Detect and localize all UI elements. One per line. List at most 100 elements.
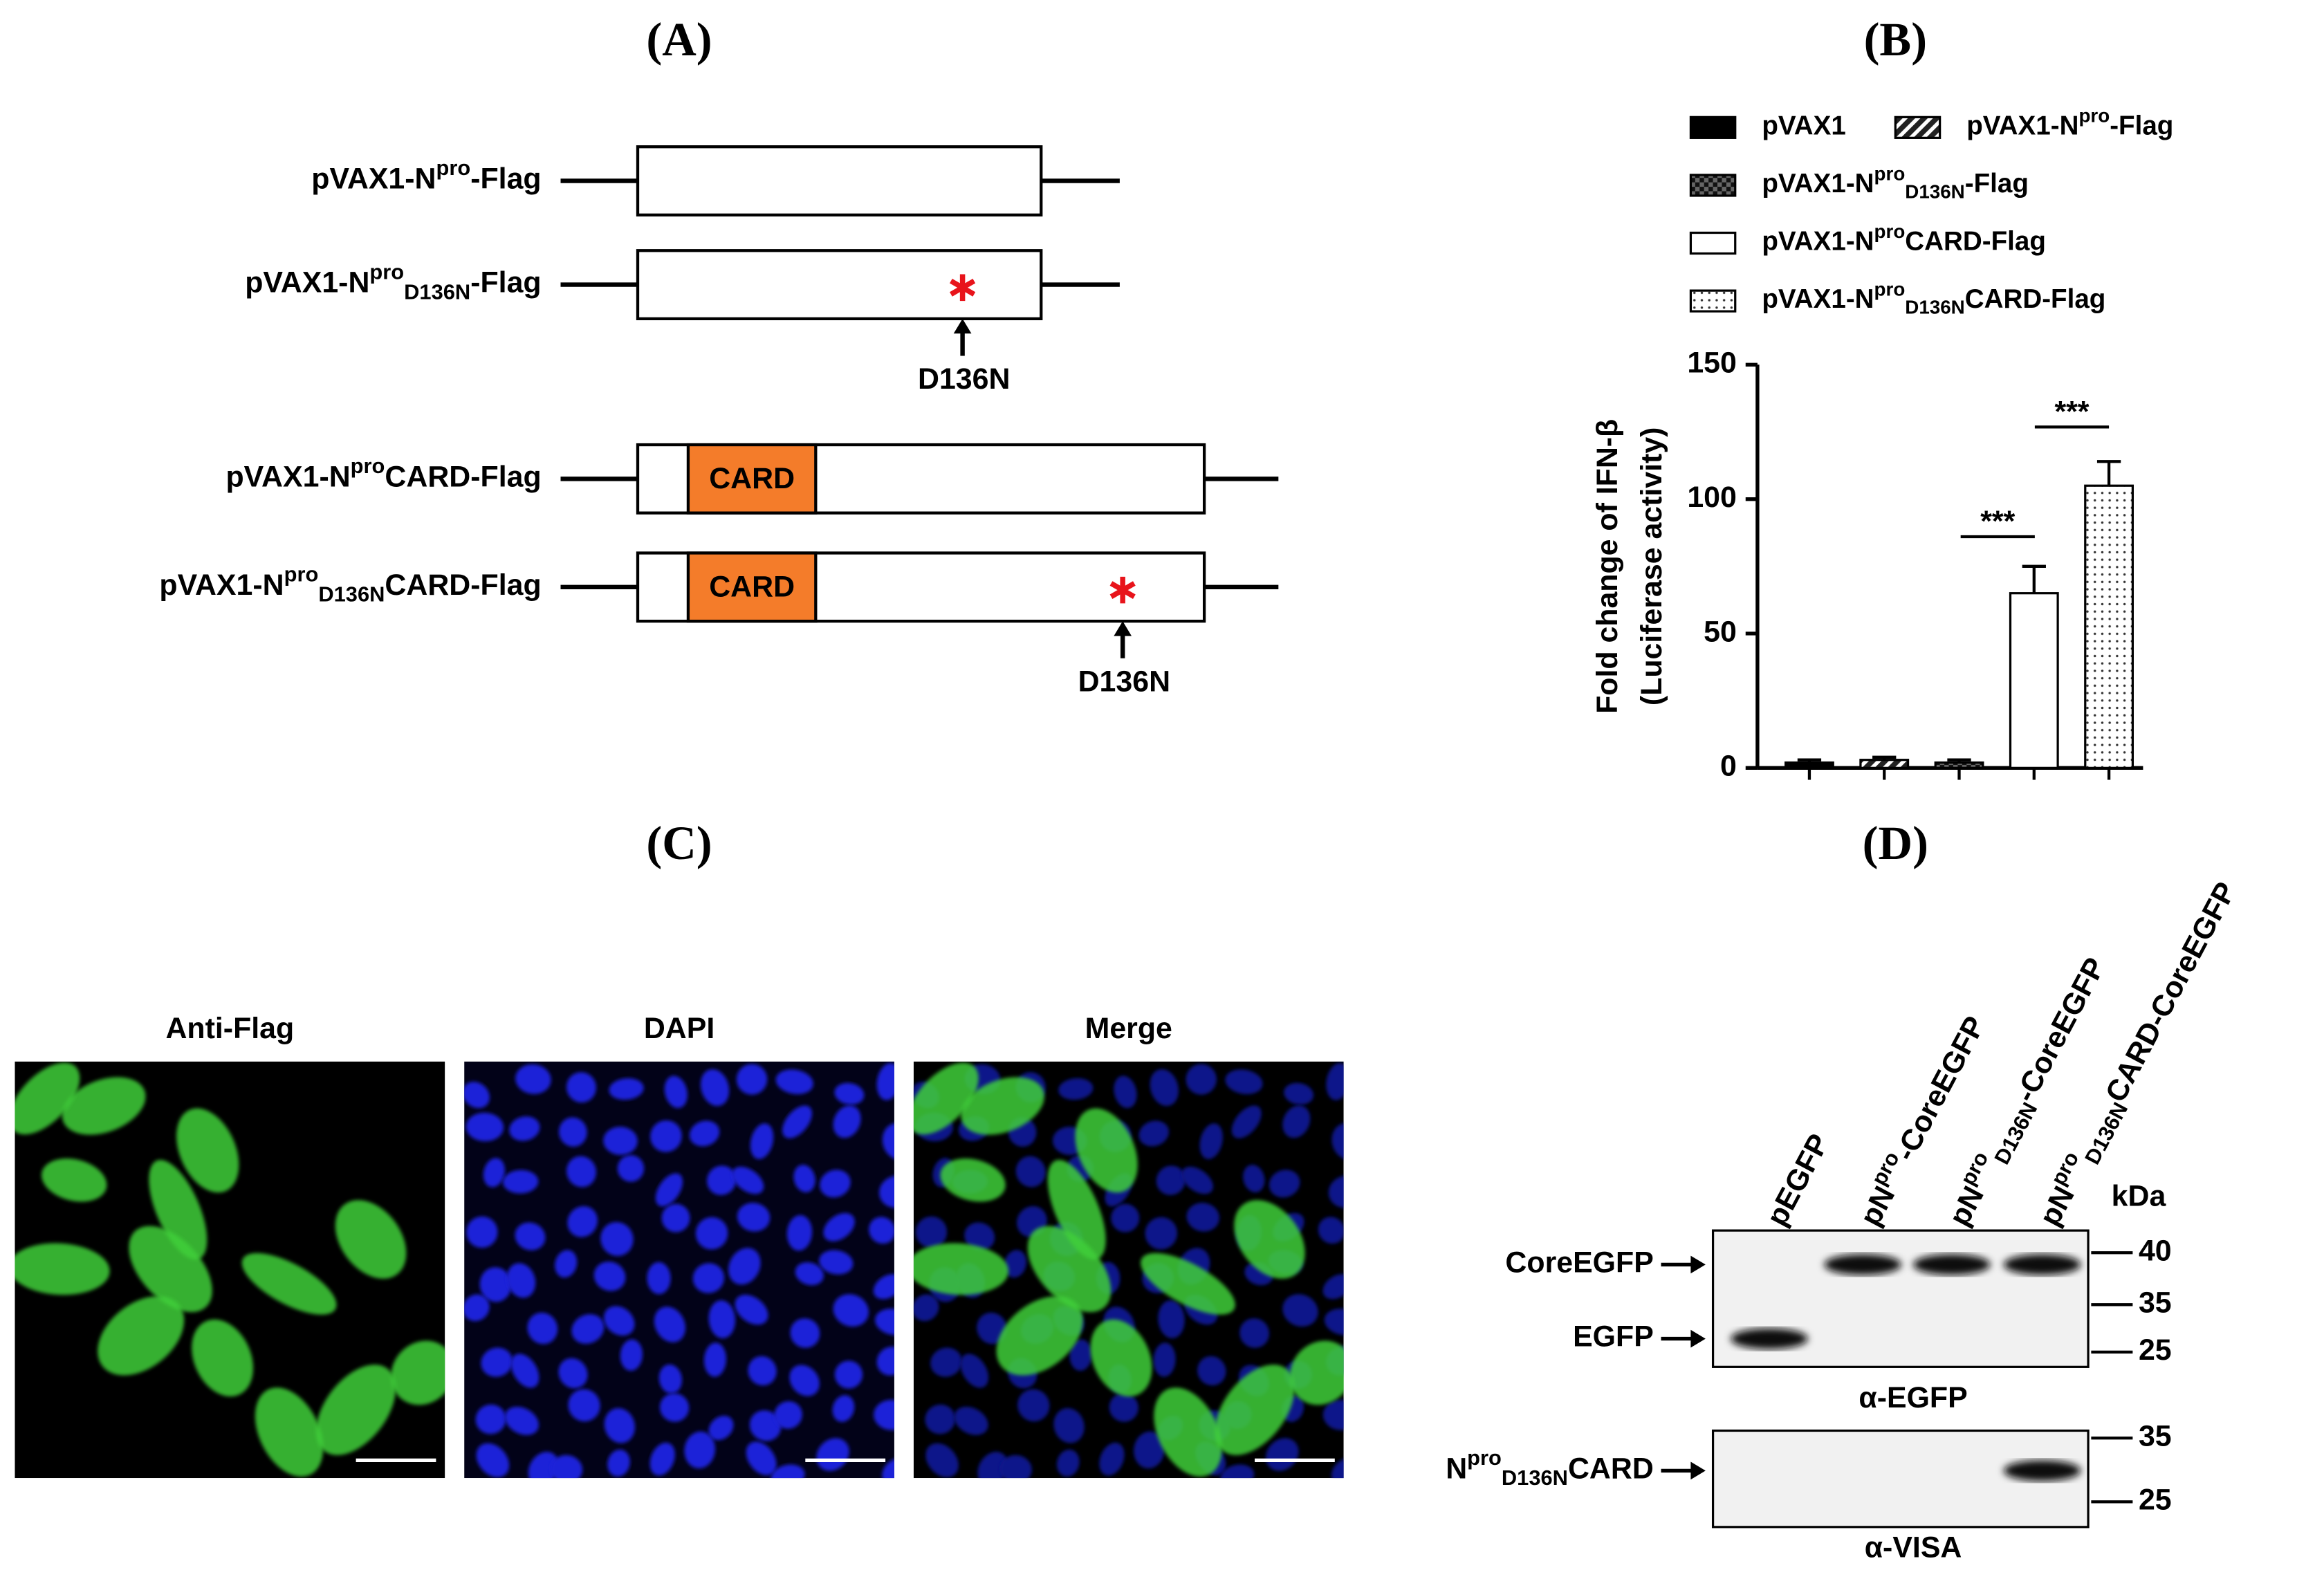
legend-label-part: pro — [2078, 105, 2110, 127]
nucleus — [795, 1262, 824, 1286]
nucleus — [1138, 1120, 1169, 1147]
nucleus — [1199, 1123, 1223, 1159]
construct-label-part: pVAX1-N — [225, 461, 350, 494]
legend-label: pVAX1-NproD136N-Flag — [1762, 163, 2029, 203]
y-tick-label: 150 — [1687, 347, 1737, 380]
nucleus — [775, 1069, 813, 1095]
nucleus — [1269, 1170, 1300, 1198]
micrograph — [15, 1061, 445, 1479]
nucleus — [479, 1267, 512, 1302]
nucleus — [1266, 1438, 1299, 1471]
cell — [42, 1158, 107, 1202]
nucleus — [558, 1358, 588, 1389]
mutation-label: D136N — [1078, 665, 1170, 699]
nucleus — [655, 1173, 683, 1207]
legend-label-part: pVAX1-N — [1966, 111, 2078, 141]
lane-label-part: CARD-CoreEGFP — [2099, 877, 2243, 1108]
legend-label-part: pVAX1-N — [1762, 227, 1874, 257]
domain-label: CARD — [709, 570, 795, 603]
construct-label-part: pro — [436, 156, 471, 180]
nucleus — [790, 1318, 820, 1348]
legend-label-part: pro — [1874, 163, 1906, 185]
nucleus — [882, 1457, 894, 1479]
nucleus — [1231, 1105, 1262, 1138]
nucleus — [1069, 1339, 1092, 1371]
construct-label-part: -Flag — [470, 266, 541, 299]
construct-label-part: pVAX1-N — [311, 163, 436, 196]
nucleus — [481, 1347, 513, 1377]
domain-box — [686, 443, 818, 515]
band-label-part: N — [1446, 1452, 1467, 1486]
nucleus — [1197, 1356, 1226, 1386]
band-label-part: CARD — [1568, 1452, 1654, 1486]
y-axis-label: Fold change of IFN-β — [1591, 419, 1624, 714]
nucleus — [746, 1441, 777, 1476]
nucleus — [915, 1216, 948, 1248]
nucleus — [930, 1347, 962, 1377]
arrow-head — [1690, 1461, 1706, 1480]
nucleus — [654, 1306, 686, 1342]
cell — [1141, 1253, 1235, 1315]
cell — [149, 1160, 208, 1260]
cell — [176, 1108, 239, 1193]
y-tick-label: 0 — [1720, 750, 1737, 783]
nucleus — [695, 1217, 728, 1250]
nucleus — [1058, 1078, 1094, 1100]
nucleus — [555, 1250, 578, 1278]
band-label-part: EGFP — [1573, 1320, 1654, 1354]
nucleus — [876, 1347, 894, 1376]
mutation-label: D136N — [918, 362, 1010, 396]
nucleus — [659, 1393, 690, 1422]
nucleus — [661, 1203, 690, 1232]
cell — [15, 1062, 80, 1135]
marker-label: 40 — [2139, 1235, 2172, 1268]
nucleus — [1186, 1203, 1219, 1232]
nucleus — [913, 1294, 939, 1322]
lane-label: pEGFP — [1760, 1129, 1836, 1232]
nucleus — [782, 1105, 813, 1138]
nucleus — [567, 1206, 598, 1237]
domain-label: CARD — [709, 462, 795, 495]
construct-label: pVAX1-NproD136N-Flag — [245, 259, 541, 304]
nucleus — [689, 1120, 720, 1147]
nucleus — [873, 1274, 894, 1300]
cell — [1154, 1387, 1222, 1477]
nucleus — [820, 1170, 851, 1198]
lane-label-part: D136N — [1990, 1098, 2042, 1168]
nucleus — [1153, 1342, 1176, 1377]
cell — [961, 1077, 1044, 1135]
nucleus — [609, 1078, 644, 1100]
nucleus — [566, 1156, 597, 1188]
nucleus — [1004, 1250, 1026, 1278]
legend-label-part: pro — [1874, 279, 1906, 300]
nucleus — [819, 1250, 854, 1275]
nucleus — [789, 1365, 820, 1396]
nucleus — [749, 1410, 782, 1441]
nucleus — [1099, 1442, 1125, 1476]
nucleus — [464, 1294, 490, 1322]
nucleus — [786, 1215, 813, 1251]
antibody-label: α-VISA — [1865, 1531, 1962, 1564]
legend-swatch — [1689, 116, 1737, 139]
nucleus — [647, 1262, 671, 1295]
nucleus — [1017, 1389, 1050, 1422]
nucleus — [960, 1354, 989, 1388]
nucleus — [604, 1407, 635, 1443]
nucleus — [1134, 1431, 1165, 1469]
band — [2003, 1254, 2081, 1275]
nucleus — [1331, 1457, 1344, 1479]
nucleus — [650, 1120, 682, 1152]
band-label-part: D136N — [1502, 1466, 1568, 1490]
nucleus — [1053, 1407, 1085, 1443]
nucleus — [834, 1082, 865, 1105]
band — [1913, 1254, 1991, 1275]
nucleus — [736, 1064, 768, 1095]
band-label-part: pro — [1467, 1446, 1502, 1470]
construct-label-part: pro — [369, 259, 404, 284]
construct-label-part: pVAX1-N — [245, 266, 369, 299]
nucleus — [977, 1312, 1007, 1345]
lane-label-part: pEGFP — [1760, 1129, 1836, 1232]
construct-label-part: CARD-Flag — [385, 461, 541, 494]
nucleus — [664, 1075, 688, 1109]
